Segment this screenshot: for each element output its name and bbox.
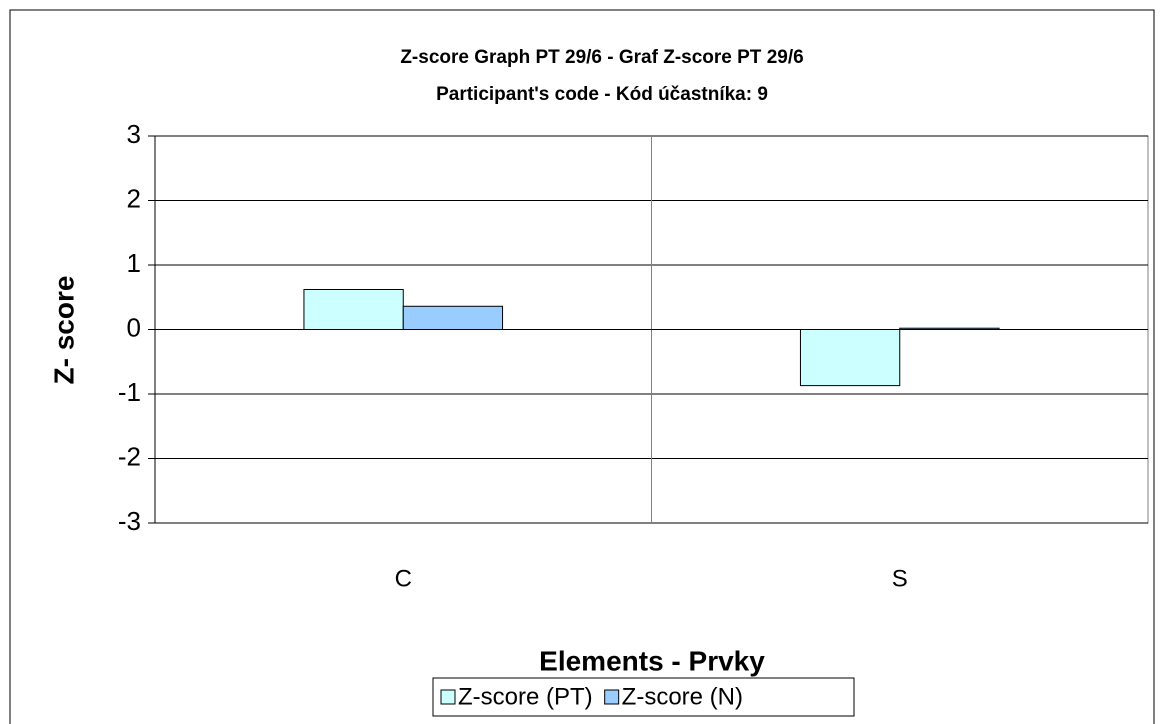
y-tick-label: 3 [127, 119, 141, 149]
y-tick-label: -2 [118, 441, 141, 471]
y-tick-label: 0 [127, 312, 141, 342]
bar [303, 289, 404, 331]
legend-swatch [440, 689, 456, 705]
x-tick-label: S [892, 565, 908, 592]
chart-title: Z-score Graph PT 29/6 - Graf Z-score PT … [400, 47, 803, 68]
bar [899, 327, 1000, 330]
x-tick-label: C [395, 565, 412, 592]
legend-label: Z-score (PT) [458, 683, 593, 710]
y-tick-label: 1 [127, 248, 141, 278]
bar [799, 329, 901, 387]
x-axis-title: Elements - Prvky [539, 645, 765, 676]
y-axis-title: Z- score [48, 276, 79, 385]
y-tick-label: 2 [127, 183, 141, 213]
chart-subtitle: Participant's code - Kód účastníka: 9 [436, 84, 768, 105]
y-tick-label: -3 [118, 506, 141, 536]
legend-swatch [604, 689, 620, 705]
legend-label: Z-score (N) [622, 683, 743, 710]
y-tick-label: -1 [118, 377, 141, 407]
bar [402, 305, 504, 330]
legend [432, 677, 855, 717]
